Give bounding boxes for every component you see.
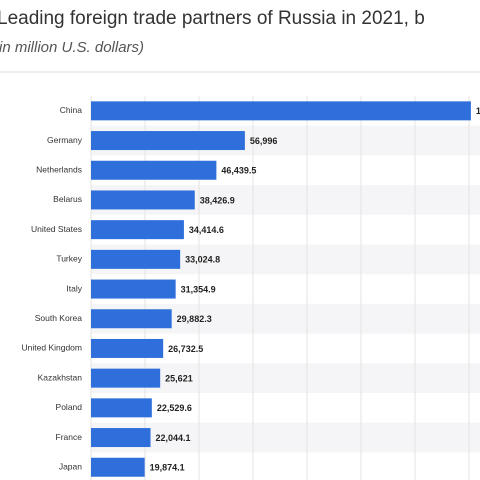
y-tick-label: Poland [56,402,83,412]
bar [91,428,151,448]
data-label: 46,439.5 [221,166,256,176]
bar [91,279,176,299]
y-tick-label: Kazakhstan [38,372,83,382]
y-tick-label: United Kingdom [22,343,82,353]
bar [91,457,145,477]
bar [91,131,245,151]
y-tick-label: China [60,105,82,115]
data-label: 22,529.6 [157,403,192,413]
y-tick-label: Belarus [53,194,82,204]
bar [91,101,471,121]
y-tick-label: Turkey [56,254,82,264]
data-label: 33,024.8 [185,255,220,265]
y-tick-label: Netherlands [36,165,82,175]
bar [91,160,217,180]
data-label: 38,426.9 [200,195,235,205]
bar [91,398,152,418]
data-label: 31,354.9 [181,284,216,294]
data-label: 26,732.5 [168,344,203,354]
y-tick-label: France [56,432,83,442]
y-tick-label: Italy [66,283,82,293]
data-label: 19,874.1 [150,463,185,473]
bar [91,309,172,329]
data-label: 22,044.1 [156,433,191,443]
y-tick-label: Japan [59,462,82,472]
bar [91,338,164,358]
chart-title: Leading foreign trade partners of Russia… [0,8,425,29]
y-tick-label: United States [31,224,82,234]
y-tick-label: Germany [47,135,83,145]
bar [91,249,181,269]
chart-subtitle: (in million U.S. dollars) [0,39,144,56]
data-label: 34,414.6 [189,225,224,235]
y-tick-label: South Korea [35,313,83,323]
bar [91,220,184,240]
data-label: 56,996 [250,136,278,146]
data-label: 25,621 [165,374,193,384]
bar [91,190,195,210]
data-label: 29,882.3 [177,314,212,324]
data-label: 140,705.9 [476,106,480,116]
bar [91,368,161,388]
